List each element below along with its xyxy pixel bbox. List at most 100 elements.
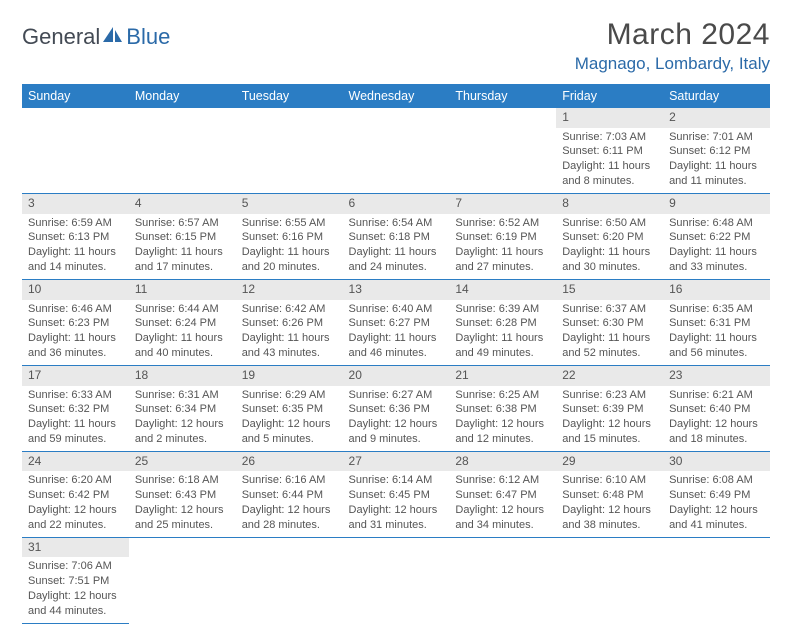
sunrise-text: Sunrise: 6:59 AM [28,216,123,231]
sunrise-text: Sunrise: 6:27 AM [349,388,444,403]
sunset-text: Sunset: 6:40 PM [669,402,764,417]
sunset-text: Sunset: 6:28 PM [455,316,550,331]
day-detail: Sunrise: 6:54 AMSunset: 6:18 PMDaylight:… [343,214,450,279]
sunset-text: Sunset: 6:43 PM [135,488,230,503]
sunrise-text: Sunrise: 6:25 AM [455,388,550,403]
sunset-text: Sunset: 6:15 PM [135,230,230,245]
day-number: 19 [236,366,343,386]
daylight-text: Daylight: 12 hours and 38 minutes. [562,503,657,533]
sunset-text: Sunset: 6:47 PM [455,488,550,503]
sunset-text: Sunset: 6:45 PM [349,488,444,503]
sunrise-text: Sunrise: 6:39 AM [455,302,550,317]
day-detail: Sunrise: 6:52 AMSunset: 6:19 PMDaylight:… [449,214,556,279]
calendar-cell: 15Sunrise: 6:37 AMSunset: 6:30 PMDayligh… [556,279,663,365]
calendar-cell: 18Sunrise: 6:31 AMSunset: 6:34 PMDayligh… [129,365,236,451]
day-number: 14 [449,280,556,300]
sunrise-text: Sunrise: 6:29 AM [242,388,337,403]
calendar-week: 3Sunrise: 6:59 AMSunset: 6:13 PMDaylight… [22,193,770,279]
calendar-cell: 7Sunrise: 6:52 AMSunset: 6:19 PMDaylight… [449,193,556,279]
day-number: 6 [343,194,450,214]
calendar-cell: 31Sunrise: 7:06 AMSunset: 7:51 PMDayligh… [22,537,129,623]
sunset-text: Sunset: 6:19 PM [455,230,550,245]
daylight-text: Daylight: 11 hours and 11 minutes. [669,159,764,189]
day-number: 22 [556,366,663,386]
calendar-cell: 9Sunrise: 6:48 AMSunset: 6:22 PMDaylight… [663,193,770,279]
daylight-text: Daylight: 12 hours and 25 minutes. [135,503,230,533]
weekday-header: Friday [556,84,663,108]
day-number: 18 [129,366,236,386]
sunset-text: Sunset: 6:11 PM [562,144,657,159]
sunrise-text: Sunrise: 6:21 AM [669,388,764,403]
calendar-week: 17Sunrise: 6:33 AMSunset: 6:32 PMDayligh… [22,365,770,451]
day-detail: Sunrise: 6:14 AMSunset: 6:45 PMDaylight:… [343,471,450,536]
sunrise-text: Sunrise: 6:37 AM [562,302,657,317]
sunrise-text: Sunrise: 6:57 AM [135,216,230,231]
day-number: 20 [343,366,450,386]
day-number: 12 [236,280,343,300]
calendar-cell [449,537,556,623]
calendar-cell [129,108,236,193]
day-number: 13 [343,280,450,300]
day-detail: Sunrise: 6:16 AMSunset: 6:44 PMDaylight:… [236,471,343,536]
day-detail: Sunrise: 6:50 AMSunset: 6:20 PMDaylight:… [556,214,663,279]
location: Magnago, Lombardy, Italy [575,54,770,74]
sunrise-text: Sunrise: 6:10 AM [562,473,657,488]
sunset-text: Sunset: 6:20 PM [562,230,657,245]
sunset-text: Sunset: 6:26 PM [242,316,337,331]
day-detail: Sunrise: 6:08 AMSunset: 6:49 PMDaylight:… [663,471,770,536]
calendar-week: 31Sunrise: 7:06 AMSunset: 7:51 PMDayligh… [22,537,770,623]
daylight-text: Daylight: 12 hours and 31 minutes. [349,503,444,533]
day-detail: Sunrise: 6:21 AMSunset: 6:40 PMDaylight:… [663,386,770,451]
day-number: 2 [663,108,770,128]
day-detail: Sunrise: 6:33 AMSunset: 6:32 PMDaylight:… [22,386,129,451]
daylight-text: Daylight: 11 hours and 36 minutes. [28,331,123,361]
calendar-cell: 24Sunrise: 6:20 AMSunset: 6:42 PMDayligh… [22,451,129,537]
calendar-table: Sunday Monday Tuesday Wednesday Thursday… [22,84,770,624]
daylight-text: Daylight: 11 hours and 46 minutes. [349,331,444,361]
day-number: 8 [556,194,663,214]
month-title: March 2024 [575,18,770,52]
day-number: 5 [236,194,343,214]
sunset-text: Sunset: 6:35 PM [242,402,337,417]
day-detail: Sunrise: 6:55 AMSunset: 6:16 PMDaylight:… [236,214,343,279]
sunrise-text: Sunrise: 6:55 AM [242,216,337,231]
calendar-cell: 19Sunrise: 6:29 AMSunset: 6:35 PMDayligh… [236,365,343,451]
sunrise-text: Sunrise: 6:18 AM [135,473,230,488]
sunrise-text: Sunrise: 6:44 AM [135,302,230,317]
calendar-cell: 6Sunrise: 6:54 AMSunset: 6:18 PMDaylight… [343,193,450,279]
sunrise-text: Sunrise: 6:54 AM [349,216,444,231]
sunset-text: Sunset: 7:51 PM [28,574,123,589]
calendar-cell: 4Sunrise: 6:57 AMSunset: 6:15 PMDaylight… [129,193,236,279]
calendar-cell: 11Sunrise: 6:44 AMSunset: 6:24 PMDayligh… [129,279,236,365]
sunrise-text: Sunrise: 6:35 AM [669,302,764,317]
day-number: 23 [663,366,770,386]
day-number: 25 [129,452,236,472]
sunset-text: Sunset: 6:32 PM [28,402,123,417]
daylight-text: Daylight: 11 hours and 27 minutes. [455,245,550,275]
day-detail: Sunrise: 6:27 AMSunset: 6:36 PMDaylight:… [343,386,450,451]
sunset-text: Sunset: 6:31 PM [669,316,764,331]
day-detail: Sunrise: 6:59 AMSunset: 6:13 PMDaylight:… [22,214,129,279]
day-number: 10 [22,280,129,300]
day-detail: Sunrise: 6:39 AMSunset: 6:28 PMDaylight:… [449,300,556,365]
sunset-text: Sunset: 6:12 PM [669,144,764,159]
sunset-text: Sunset: 6:22 PM [669,230,764,245]
sunset-text: Sunset: 6:34 PM [135,402,230,417]
calendar-week: 1Sunrise: 7:03 AMSunset: 6:11 PMDaylight… [22,108,770,193]
day-detail: Sunrise: 6:46 AMSunset: 6:23 PMDaylight:… [22,300,129,365]
calendar-cell: 23Sunrise: 6:21 AMSunset: 6:40 PMDayligh… [663,365,770,451]
sunrise-text: Sunrise: 6:42 AM [242,302,337,317]
calendar-cell: 25Sunrise: 6:18 AMSunset: 6:43 PMDayligh… [129,451,236,537]
sunset-text: Sunset: 6:30 PM [562,316,657,331]
daylight-text: Daylight: 12 hours and 34 minutes. [455,503,550,533]
calendar-cell: 26Sunrise: 6:16 AMSunset: 6:44 PMDayligh… [236,451,343,537]
calendar-cell: 1Sunrise: 7:03 AMSunset: 6:11 PMDaylight… [556,108,663,193]
calendar-cell: 13Sunrise: 6:40 AMSunset: 6:27 PMDayligh… [343,279,450,365]
sunset-text: Sunset: 6:23 PM [28,316,123,331]
calendar-cell: 27Sunrise: 6:14 AMSunset: 6:45 PMDayligh… [343,451,450,537]
calendar-cell: 10Sunrise: 6:46 AMSunset: 6:23 PMDayligh… [22,279,129,365]
sunrise-text: Sunrise: 6:40 AM [349,302,444,317]
day-number: 24 [22,452,129,472]
day-number: 21 [449,366,556,386]
day-detail: Sunrise: 6:57 AMSunset: 6:15 PMDaylight:… [129,214,236,279]
